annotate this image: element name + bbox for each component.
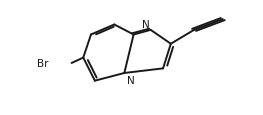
Text: N: N	[127, 76, 134, 86]
Text: N: N	[142, 20, 150, 30]
Text: Br: Br	[37, 58, 48, 68]
